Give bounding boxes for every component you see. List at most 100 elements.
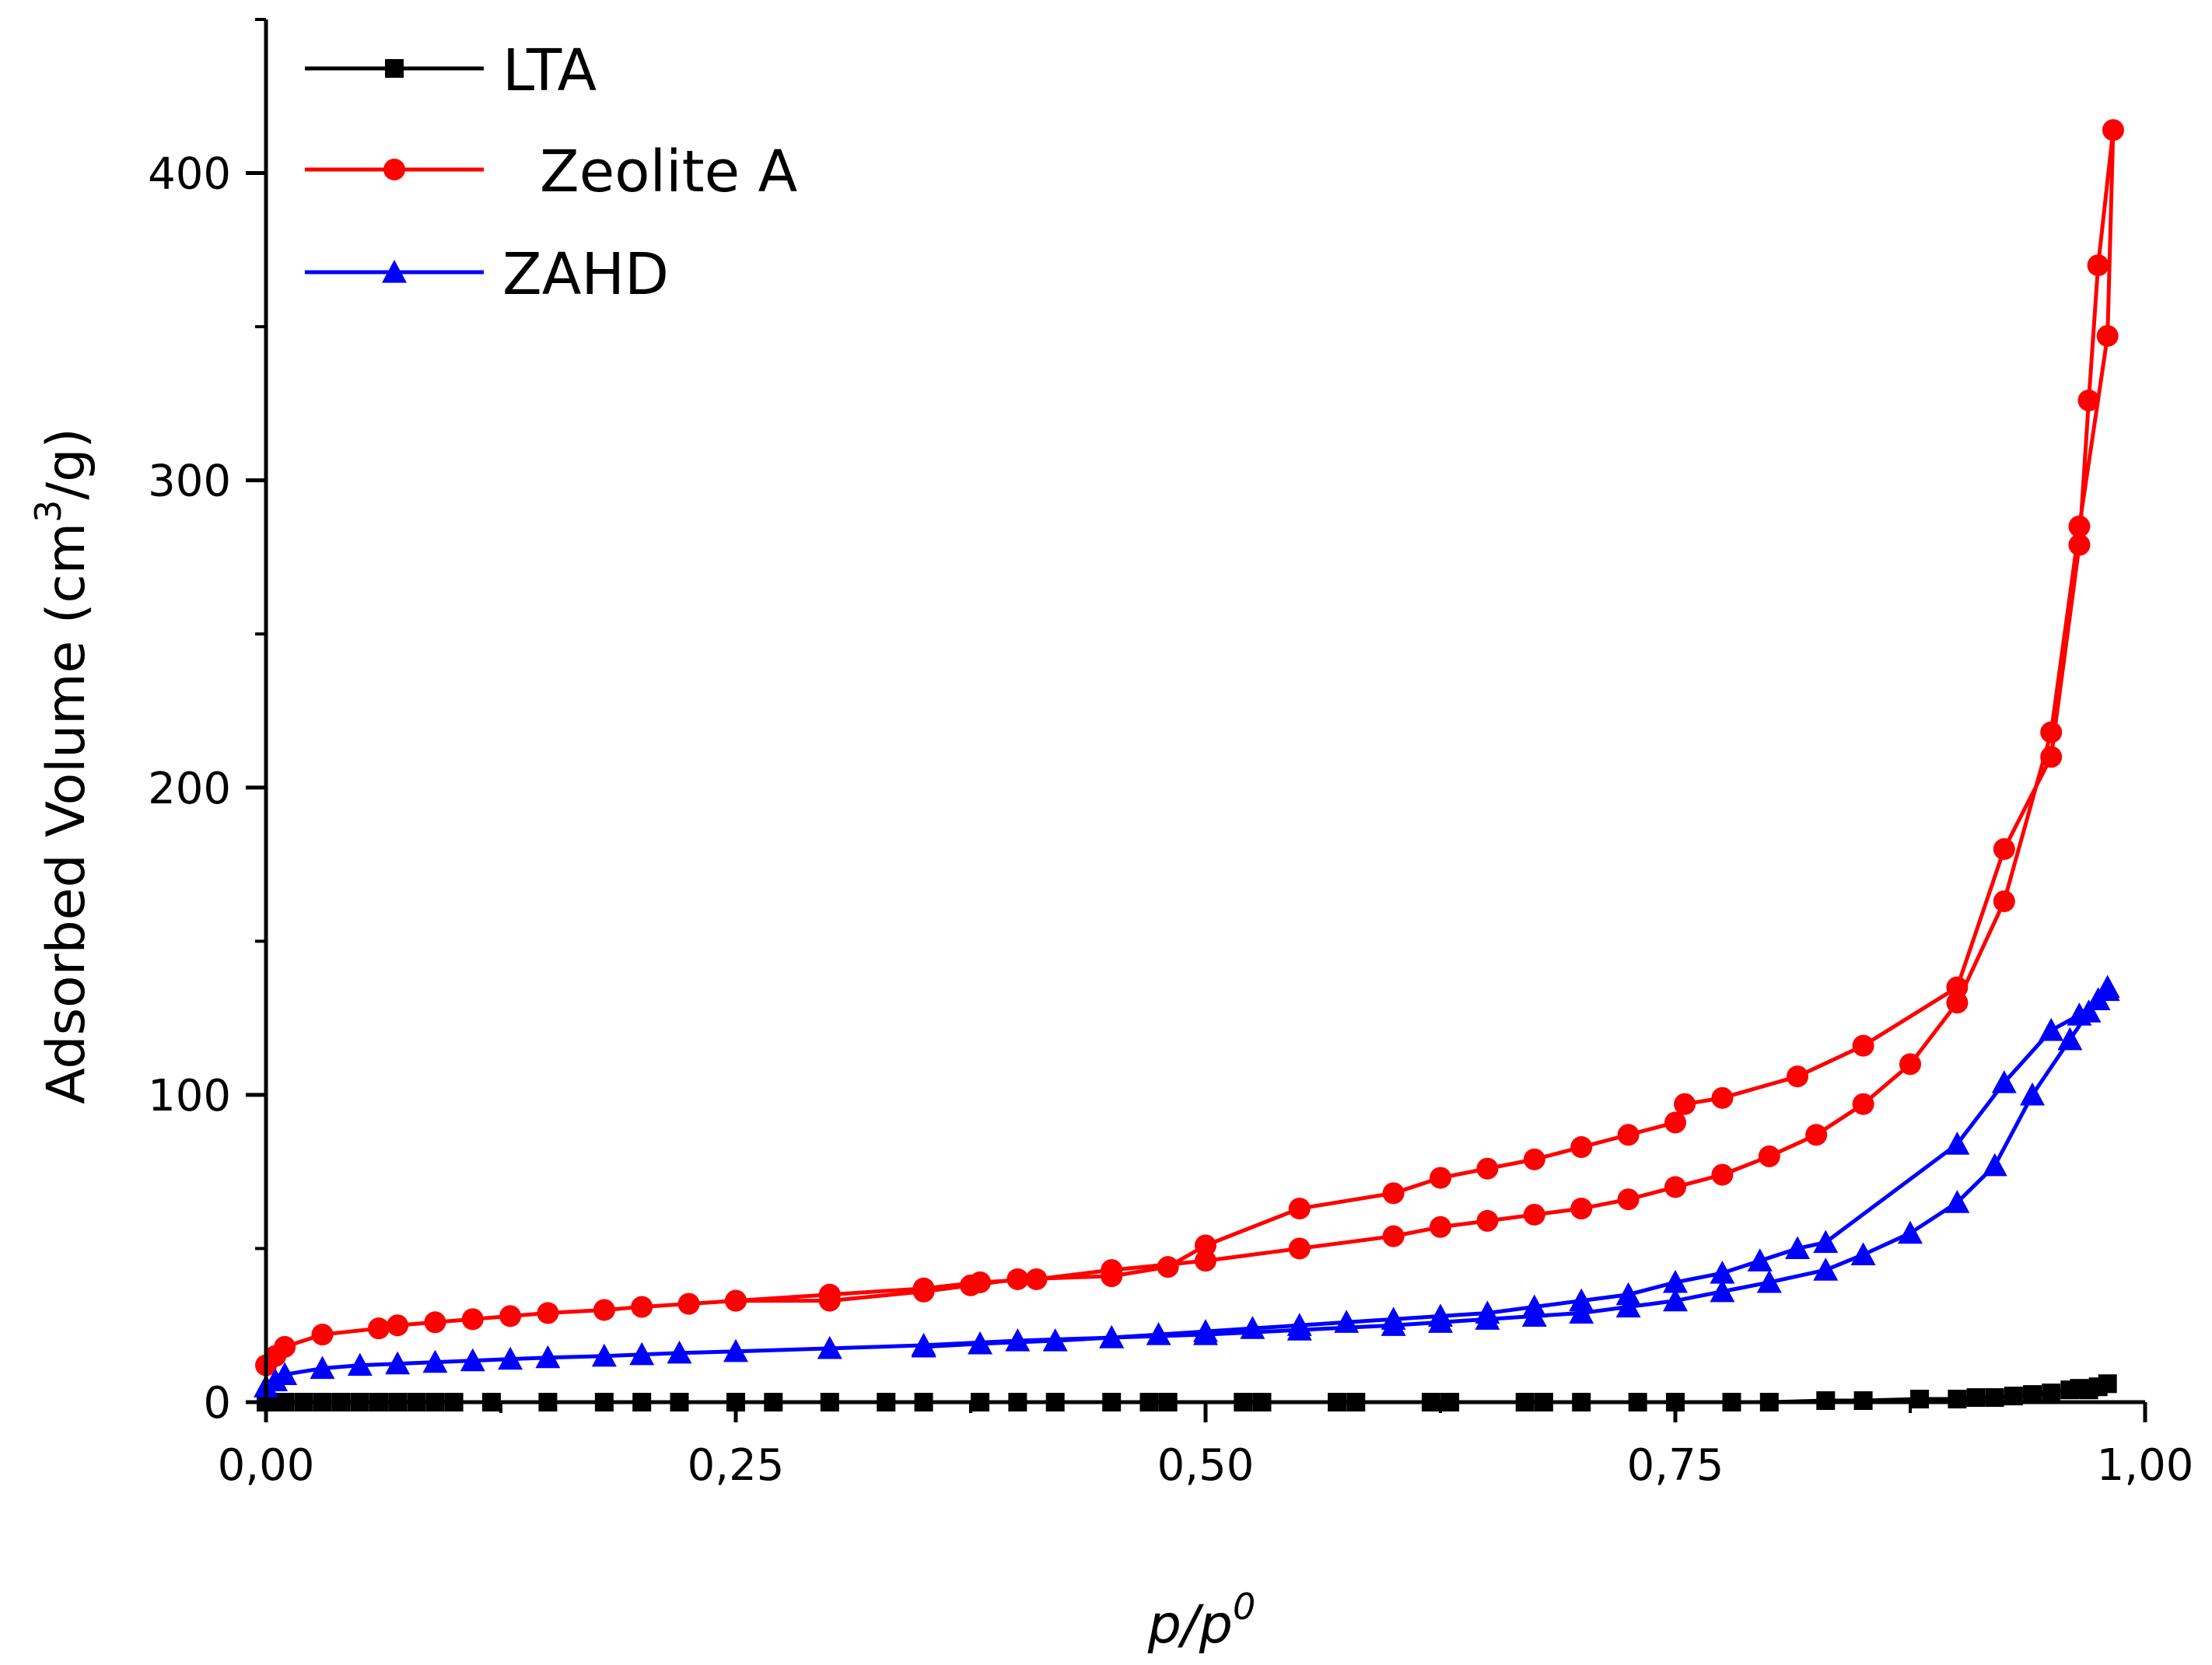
series-zeolite-a <box>255 119 2124 1376</box>
x-tick-label: 0,25 <box>688 1440 785 1491</box>
data-point-zahd <box>272 1362 298 1386</box>
data-point-zeolite-a <box>1899 1053 1921 1076</box>
data-point-zeolite-a <box>725 1289 747 1312</box>
legend-label: LTA <box>502 37 597 104</box>
data-point-zeolite-a <box>1617 1188 1640 1211</box>
series-layer <box>254 119 2124 1411</box>
data-point-zahd <box>1756 1269 1782 1293</box>
data-point-zeolite-a <box>593 1299 615 1321</box>
data-point-zahd <box>2020 1082 2046 1106</box>
legend-label-background <box>482 82 844 245</box>
data-point-zeolite-a <box>1805 1124 1828 1146</box>
data-point-zeolite-a <box>677 1292 700 1315</box>
data-point-zeolite-a <box>1195 1234 1216 1257</box>
data-point-zeolite-a <box>461 1308 484 1331</box>
data-point-zeolite-a <box>424 1311 446 1334</box>
y-tick-label: 100 <box>148 1071 231 1121</box>
data-point-zahd <box>1381 1306 1406 1330</box>
legend: LTA Zeolite A ZAHD <box>305 37 844 308</box>
data-point-zeolite-a <box>1664 1111 1686 1134</box>
data-point-zeolite-a <box>2077 389 2100 411</box>
data-point-zahd <box>385 1351 411 1375</box>
data-point-zeolite-a <box>1758 1145 1780 1167</box>
data-point-zahd <box>1286 1313 1312 1336</box>
data-point-zeolite-a <box>1382 1182 1405 1205</box>
data-point-zahd <box>1005 1327 1031 1352</box>
data-point-zahd <box>667 1340 692 1364</box>
y-axis-label-main: Adsorbed Volume (cm <box>36 523 97 1104</box>
data-point-zahd <box>1099 1325 1125 1348</box>
data-point-zahd <box>1615 1294 1641 1318</box>
series-line-zahd <box>264 985 2110 1389</box>
data-point-zeolite-a <box>1476 1157 1499 1180</box>
data-point-zahd <box>1944 1132 1970 1155</box>
legend-entry-lta: LTA <box>305 37 597 104</box>
data-point-zeolite-a <box>912 1280 935 1303</box>
data-point-zeolite-a <box>1664 1176 1686 1198</box>
data-point-zahd <box>817 1335 842 1359</box>
data-point-zeolite-a <box>1787 1065 1809 1088</box>
legend-entry-zahd: ZAHD <box>305 241 669 308</box>
data-point-zahd <box>2067 1002 2092 1026</box>
series-zahd <box>254 974 2120 1397</box>
data-point-zahd <box>723 1338 748 1362</box>
data-point-zeolite-a <box>1288 1237 1311 1260</box>
data-point-zahd <box>1521 1294 1547 1318</box>
data-point-zahd <box>1991 1070 2017 1093</box>
y-tick-label: 0 <box>203 1378 231 1429</box>
data-point-zeolite-a <box>1195 1250 1216 1272</box>
data-point-zeolite-a <box>274 1335 296 1358</box>
series-line-zeolite-a <box>264 128 2116 1367</box>
data-point-zeolite-a <box>818 1289 841 1312</box>
data-point-zeolite-a <box>1946 992 1969 1014</box>
data-point-zahd <box>1240 1316 1265 1339</box>
data-point-zeolite-a <box>1523 1148 1545 1170</box>
data-point-zeolite-a <box>1025 1268 1048 1290</box>
data-point-zeolite-a <box>1430 1167 1451 1189</box>
data-point-zeolite-a <box>960 1274 982 1296</box>
legend-label: ZAHD <box>502 241 669 308</box>
data-point-zahd <box>422 1349 448 1373</box>
data-point-zahd <box>1569 1288 1594 1312</box>
legend-label: Zeolite A <box>540 138 798 205</box>
data-point-zahd <box>1334 1310 1360 1333</box>
data-point-zeolite-a <box>1711 1086 1734 1109</box>
data-point-zeolite-a <box>311 1324 334 1346</box>
data-point-zeolite-a <box>1101 1265 1123 1288</box>
data-point-zahd <box>591 1343 617 1367</box>
data-point-zeolite-a <box>1852 1034 1874 1057</box>
data-point-zahd <box>1615 1282 1641 1306</box>
data-point-zeolite-a <box>1852 1093 1874 1115</box>
data-point-zahd <box>310 1355 335 1380</box>
y-axis-label-suffix: /g) <box>36 428 97 500</box>
data-point-zahd <box>1850 1242 1876 1265</box>
data-point-zeolite-a <box>1157 1256 1179 1278</box>
data-point-zeolite-a <box>1993 838 2015 860</box>
data-point-zeolite-a <box>1523 1203 1545 1226</box>
x-axis-label-superscript: 0 <box>1233 1586 1255 1628</box>
data-point-zeolite-a <box>1570 1136 1593 1159</box>
legend-entry-zeolite-a: Zeolite A <box>305 138 798 205</box>
data-point-zeolite-a <box>2068 533 2091 556</box>
data-point-zahd <box>1428 1303 1453 1327</box>
data-point-zahd <box>1042 1327 1068 1352</box>
data-point-zeolite-a <box>1617 1124 1640 1146</box>
data-point-zahd <box>1710 1278 1735 1303</box>
data-point-zeolite-a <box>2040 746 2063 768</box>
data-point-lta <box>1910 1390 1930 1409</box>
data-point-zahd <box>911 1334 936 1358</box>
y-tick-label: 400 <box>148 149 231 200</box>
data-point-zeolite-a <box>1993 890 2015 912</box>
x-axis-label-main: p/p <box>1147 1594 1233 1656</box>
data-point-zeolite-a <box>2087 254 2109 277</box>
data-point-zeolite-a <box>1288 1198 1311 1220</box>
data-point-zeolite-a <box>1711 1163 1734 1186</box>
data-point-zahd <box>968 1331 993 1355</box>
data-point-zahd <box>1663 1288 1688 1312</box>
data-point-zahd <box>2057 1027 2083 1051</box>
data-point-lta <box>2098 1374 2117 1394</box>
series-lta <box>257 1374 2117 1411</box>
x-tick-label: 0,50 <box>1157 1440 1255 1491</box>
data-point-zahd <box>498 1346 523 1370</box>
data-point-zeolite-a <box>1674 1093 1696 1115</box>
